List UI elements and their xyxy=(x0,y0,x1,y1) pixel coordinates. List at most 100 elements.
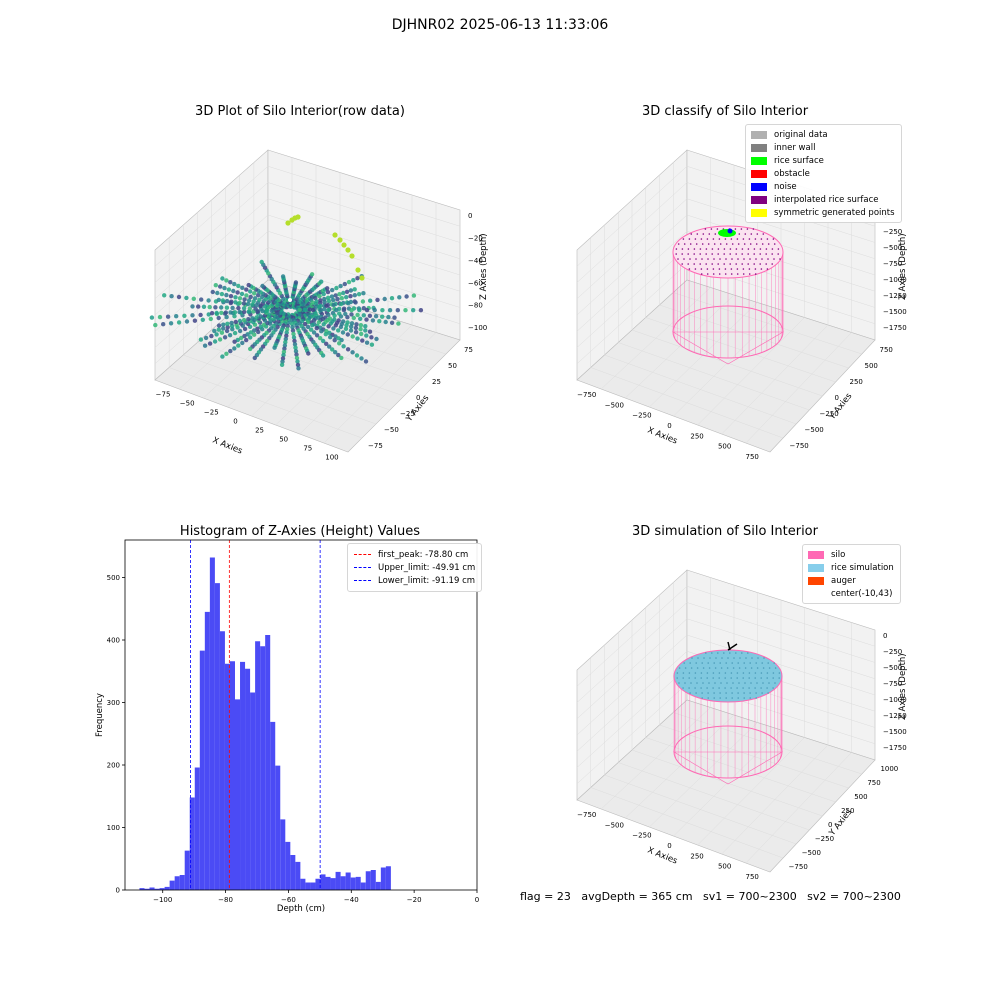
legend-entry: rice simulation xyxy=(808,561,894,574)
surface-point xyxy=(704,228,707,230)
surface-point xyxy=(690,667,693,669)
surface-point xyxy=(757,657,759,659)
panel4-legend: silo rice simulation auger center(-10,43) xyxy=(802,544,901,604)
histogram-bar xyxy=(139,888,145,891)
scatter-point xyxy=(240,285,245,290)
surface-point xyxy=(706,672,709,674)
surface-point xyxy=(705,652,707,654)
surface-point xyxy=(688,687,690,689)
scatter-point xyxy=(200,317,205,322)
scatter-point xyxy=(218,284,223,289)
scatter-point xyxy=(176,294,182,300)
surface-point xyxy=(726,682,728,684)
scatter-point xyxy=(333,350,338,355)
surface-point xyxy=(694,268,697,270)
scatter-point xyxy=(236,343,241,348)
surface-point xyxy=(711,263,713,265)
surface-point xyxy=(712,238,715,240)
scatter-point xyxy=(330,287,335,293)
surface-point xyxy=(724,677,726,679)
surface-point xyxy=(742,268,745,270)
surface-point xyxy=(682,687,684,689)
panel1-scatter-points xyxy=(149,214,424,371)
surface-point xyxy=(777,248,780,250)
surface-point xyxy=(688,677,690,679)
surface-point xyxy=(749,692,751,694)
gridline xyxy=(631,329,823,397)
surface-point xyxy=(678,667,681,669)
surface-point xyxy=(713,692,715,694)
scatter-point xyxy=(221,326,226,331)
scatter-point xyxy=(334,307,339,313)
y-tick-label: 500 xyxy=(865,362,878,370)
scatter-point xyxy=(290,325,295,330)
z-tick-label: −20 xyxy=(468,235,483,243)
legend-swatch xyxy=(808,563,824,572)
scatter-point xyxy=(244,293,249,298)
scatter-point xyxy=(224,305,230,310)
surface-point xyxy=(689,258,691,260)
surface-point xyxy=(701,662,703,664)
scatter-point xyxy=(331,302,336,308)
z-tick-label: −1750 xyxy=(883,744,907,752)
histogram-vlines xyxy=(190,540,321,890)
y-tick-label: −500 xyxy=(802,849,821,857)
x-tick-label: −750 xyxy=(577,391,596,399)
legend-swatch xyxy=(808,550,824,559)
surface-point xyxy=(743,692,745,694)
x-tick-label: −80 xyxy=(218,896,233,904)
surface-point xyxy=(725,692,727,694)
scatter-point xyxy=(245,332,250,337)
surface-point xyxy=(771,253,773,255)
legend-entry: obstacle xyxy=(751,167,895,180)
surface-point xyxy=(756,233,759,235)
scatter-point xyxy=(349,324,354,329)
scatter-point xyxy=(228,348,233,354)
scatter-point xyxy=(293,349,299,354)
gridline xyxy=(275,317,389,426)
scatter-point xyxy=(350,334,355,339)
surface-point xyxy=(694,677,696,679)
panel4-3d-plot: −750−500−250025050075010007505002500−250… xyxy=(576,569,908,881)
scatter-point xyxy=(319,329,324,334)
surface-point xyxy=(714,233,717,235)
surface-point xyxy=(743,697,745,699)
y-tick-label: −25 xyxy=(400,410,415,418)
histogram-bar xyxy=(164,886,170,891)
scatter-point xyxy=(246,282,251,288)
surface-point xyxy=(696,667,699,669)
scatter-point xyxy=(355,276,360,281)
scatter-point xyxy=(370,318,376,323)
scatter-point xyxy=(237,300,242,306)
histogram-bar xyxy=(265,635,271,890)
gridline xyxy=(576,618,876,719)
scatter-point xyxy=(333,293,338,298)
surface-point xyxy=(677,258,679,260)
surface-point xyxy=(691,657,693,659)
histogram-bar xyxy=(255,641,261,890)
surface-point xyxy=(703,657,705,659)
scatter-point xyxy=(323,332,328,337)
scatter-point xyxy=(397,295,402,300)
histogram-bar xyxy=(179,875,185,890)
scatter-point xyxy=(165,314,171,319)
surface-point xyxy=(751,657,753,659)
scatter-point xyxy=(360,338,365,343)
scatter-point xyxy=(339,296,344,301)
surface-point xyxy=(713,258,715,260)
surface-point xyxy=(705,253,707,255)
panel2-title: 3D classify of Silo Interior xyxy=(641,104,809,119)
y-tick-label: 250 xyxy=(850,378,863,386)
scatter-point xyxy=(360,299,366,304)
surface-point xyxy=(700,687,702,689)
x-tick-label: 0 xyxy=(667,422,671,430)
scatter-point xyxy=(310,322,315,328)
surface-point xyxy=(713,243,716,245)
scatter-point xyxy=(354,322,359,327)
surface-point xyxy=(711,253,713,255)
scatter-point xyxy=(372,307,377,313)
scatter-point xyxy=(199,297,204,302)
panel1-title: 3D Plot of Silo Interior(row data) xyxy=(195,104,405,119)
surface-point xyxy=(711,248,714,250)
scatter-point xyxy=(272,345,277,350)
